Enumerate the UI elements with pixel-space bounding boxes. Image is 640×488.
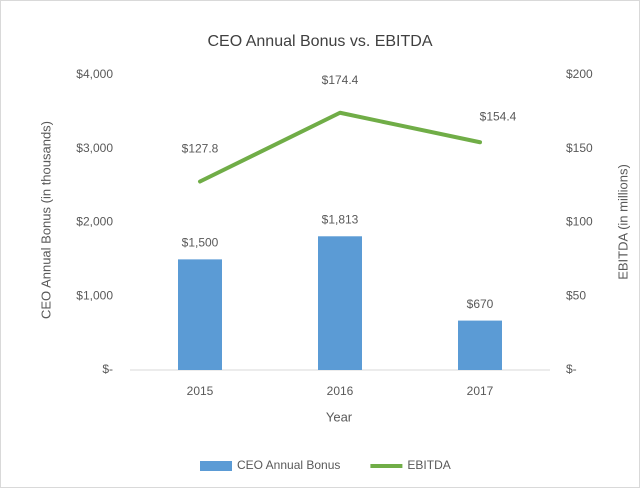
data-label: $174.4 (322, 73, 359, 87)
line (198, 110, 482, 184)
y-tick-label: $3,000 (76, 141, 113, 155)
y-axis-title: CEO Annual Bonus (in thousands) (38, 121, 53, 319)
data-label: $127.8 (182, 142, 219, 156)
y-tick-label: $- (102, 362, 113, 376)
bar (178, 259, 222, 370)
y2-tick-label: $50 (566, 288, 586, 302)
y-tick-label: $1,000 (76, 288, 113, 302)
x-tick-label: 2015 (187, 384, 214, 398)
x-axis-title: Year (326, 409, 353, 424)
y-tick-label: $4,000 (76, 67, 113, 81)
data-label: $1,813 (322, 212, 359, 226)
bar (318, 236, 362, 370)
legend-label: EBITDA (407, 458, 450, 472)
y2-tick-label: $200 (566, 67, 593, 81)
legend-label: CEO Annual Bonus (237, 458, 340, 472)
y2-tick-label: $- (566, 362, 577, 376)
chart-title: CEO Annual Bonus vs. EBITDA (208, 33, 433, 50)
data-label: $1,500 (182, 236, 219, 250)
data-label: $670 (467, 297, 494, 311)
y2-tick-label: $150 (566, 141, 593, 155)
bar (458, 320, 502, 370)
y2-axis-title: EBITDA (in millions) (615, 164, 630, 280)
y2-tick-label: $100 (566, 215, 593, 229)
x-tick-label: 2016 (327, 384, 354, 398)
legend-swatch (200, 461, 232, 471)
data-label: $154.4 (480, 109, 517, 123)
y-tick-label: $2,000 (76, 215, 113, 229)
x-tick-label: 2017 (467, 384, 494, 398)
